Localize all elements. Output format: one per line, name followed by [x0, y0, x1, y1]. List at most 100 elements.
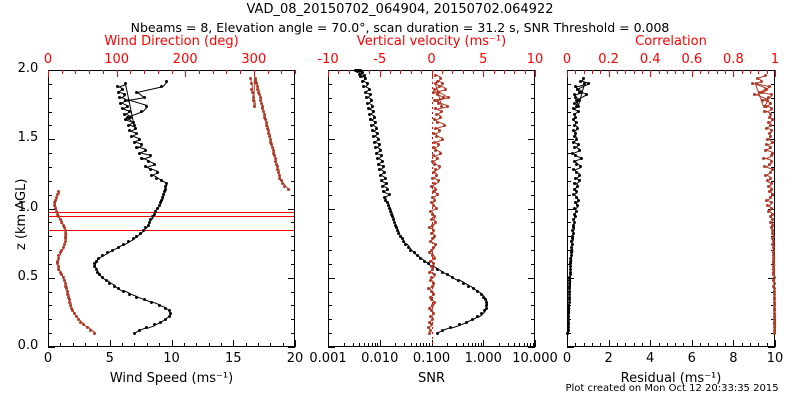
- y-tick-label: 0.0: [17, 338, 39, 353]
- data-point: [268, 134, 272, 138]
- data-point: [567, 292, 571, 296]
- data-point: [765, 87, 769, 91]
- data-point: [433, 198, 437, 202]
- x-tick-minor: [532, 343, 534, 347]
- y-tick-minor: [291, 347, 295, 348]
- x-tick-minor: [72, 343, 74, 347]
- data-point: [434, 243, 438, 246]
- data-point: [434, 74, 438, 78]
- x-tick-minor: [122, 343, 124, 347]
- zero-reference-line: [431, 222, 433, 224]
- x-tick-top-minor: [708, 70, 710, 74]
- data-point: [434, 148, 438, 152]
- x-tick-top-minor: [725, 70, 727, 74]
- data-point: [392, 220, 396, 224]
- y-tick-minor: [291, 153, 295, 155]
- y-tick-minor: [328, 97, 332, 99]
- zero-reference-line: [431, 337, 433, 339]
- data-point: [128, 292, 131, 296]
- data-point: [566, 331, 570, 335]
- x-tick-minor: [480, 343, 482, 347]
- data-point: [434, 220, 438, 224]
- y-tick-minor: [771, 83, 775, 85]
- data-point: [53, 204, 57, 208]
- y-tick-minor: [48, 236, 52, 238]
- x-tick-minor: [395, 343, 397, 347]
- y-tick-minor: [771, 111, 775, 113]
- data-point: [62, 279, 66, 283]
- y-tick-minor: [291, 263, 295, 265]
- data-point: [283, 184, 287, 188]
- y-tick-minor: [328, 305, 332, 307]
- x-tick-minor: [420, 343, 422, 347]
- data-point: [156, 170, 160, 174]
- data-point: [476, 290, 480, 294]
- x-tick-top-minor: [61, 70, 63, 74]
- x-tick-minor: [641, 343, 643, 347]
- data-point: [573, 154, 577, 158]
- x-tick-top-minor: [171, 70, 173, 74]
- data-point: [161, 195, 165, 199]
- data-point: [571, 231, 575, 235]
- data-point: [442, 96, 446, 100]
- data-point: [157, 303, 161, 307]
- x-tick-top-minor: [130, 70, 132, 74]
- data-point: [566, 328, 570, 332]
- data-point: [772, 281, 776, 285]
- data-point: [439, 76, 443, 80]
- data-point: [123, 93, 127, 97]
- data-point: [93, 331, 97, 335]
- data-point: [772, 267, 776, 271]
- data-point: [155, 176, 159, 180]
- y-tick-minor: [48, 194, 52, 196]
- x-tick-top-minor: [666, 70, 668, 74]
- x-axis-title-top-left: Wind Direction (deg): [104, 34, 239, 49]
- zero-reference-line: [431, 327, 433, 329]
- data-point: [570, 243, 574, 246]
- data-point: [573, 115, 577, 119]
- x-tick-top-minor: [185, 70, 187, 74]
- y-tick-minor: [291, 222, 295, 224]
- data-point: [68, 301, 72, 305]
- zero-reference-line: [431, 162, 433, 164]
- x-tick-top-minor: [400, 70, 402, 74]
- x-tick-top-minor: [683, 70, 685, 74]
- y-tick-minor: [567, 180, 571, 182]
- x-tick-top-label: 300: [241, 52, 267, 67]
- y-tick-minor: [567, 153, 571, 155]
- x-tick-minor: [270, 343, 272, 347]
- x-tick-top-minor: [608, 70, 610, 74]
- data-point: [430, 323, 433, 327]
- data-point: [56, 212, 60, 216]
- data-point: [268, 137, 272, 141]
- data-point: [163, 306, 167, 310]
- data-point: [573, 134, 577, 138]
- y-tick-minor: [328, 194, 332, 196]
- x-tick-top-minor: [89, 70, 91, 74]
- data-point: [433, 234, 437, 238]
- y-tick-minor: [291, 250, 295, 252]
- plot-panel-left: [48, 70, 295, 347]
- data-point: [574, 132, 578, 136]
- x-tick-label: 10: [163, 351, 180, 366]
- y-tick-minor: [531, 208, 535, 210]
- y-tick-minor: [291, 194, 295, 196]
- data-point: [773, 320, 777, 324]
- x-tick-top-minor: [514, 70, 516, 74]
- data-point: [146, 159, 150, 163]
- x-tick-label: 8: [729, 351, 738, 366]
- x-tick-minor: [245, 343, 247, 347]
- y-tick-minor: [567, 347, 571, 348]
- data-point: [575, 204, 579, 208]
- y-tick-minor: [531, 97, 535, 99]
- data-point: [770, 129, 774, 133]
- data-point: [366, 82, 369, 86]
- data-point: [94, 267, 98, 271]
- data-point: [279, 179, 283, 183]
- y-tick-minor: [567, 194, 571, 196]
- y-tick-minor: [531, 236, 535, 238]
- x-tick-minor: [567, 343, 568, 347]
- x-tick-top-minor: [691, 70, 693, 74]
- data-point: [482, 295, 486, 299]
- data-point: [445, 273, 449, 277]
